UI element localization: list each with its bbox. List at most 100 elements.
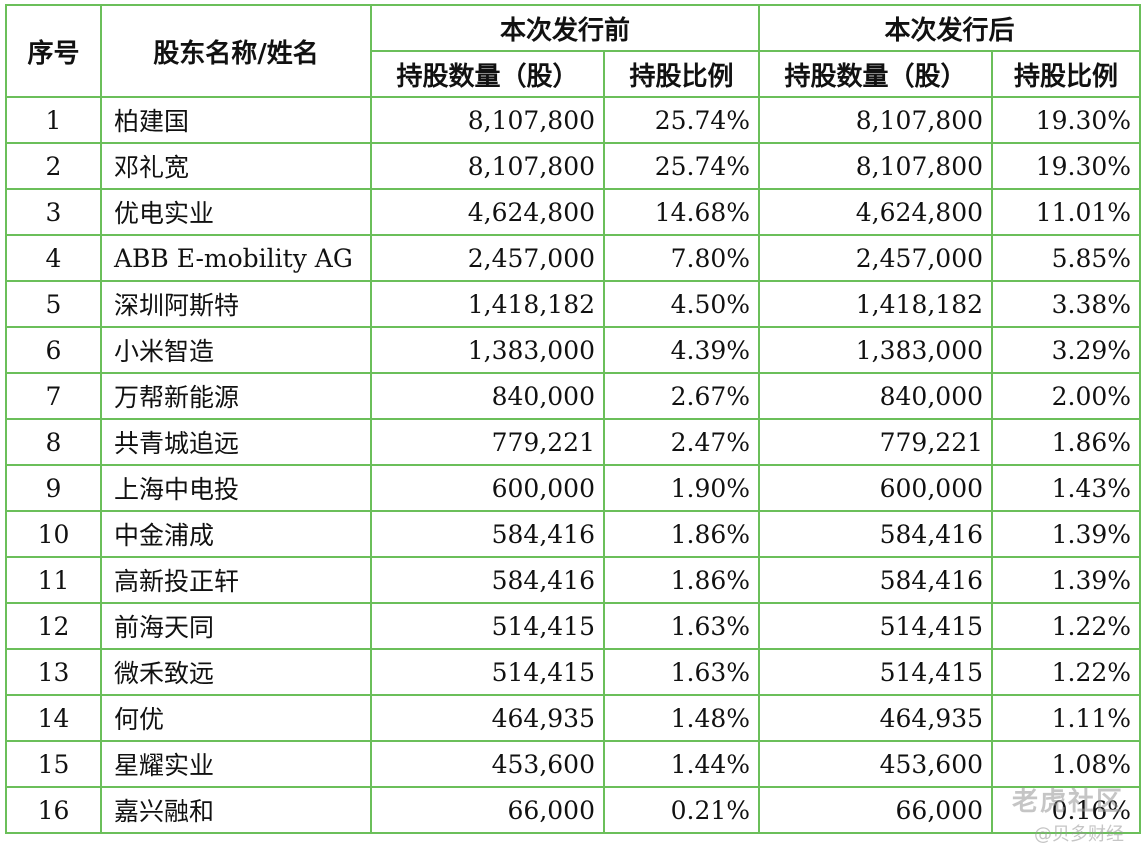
cell-before-shares: 1,383,000 xyxy=(370,326,605,374)
cell-index: 9 xyxy=(5,464,102,512)
table-row: 2 邓礼宽 8,107,800 25.74% 8,107,800 19.30% xyxy=(5,142,1142,190)
cell-before-shares: 1,418,182 xyxy=(370,280,605,328)
table-row: 4 ABB E-mobility AG 2,457,000 7.80% 2,457,00… xyxy=(5,234,1142,282)
table-body: 1 柏建国 8,107,800 25.74% 8,107,800 19.30% 2 邓礼宽 8,… xyxy=(5,96,1142,834)
cell-index: 13 xyxy=(5,648,102,696)
header-after-ratio: 持股比例 xyxy=(991,50,1142,98)
cell-after-ratio: 1.22% xyxy=(991,602,1142,650)
cell-after-ratio: 1.08% xyxy=(991,740,1142,788)
table-row: 8 共青城追远 779,221 2.47% 779,221 1.86% xyxy=(5,418,1142,466)
header-before-shares: 持股数量（股） xyxy=(370,50,605,98)
cell-before-ratio: 14.68% xyxy=(602,188,761,236)
cell-after-ratio: 3.29% xyxy=(991,326,1142,374)
cell-index: 10 xyxy=(5,510,102,558)
cell-after-shares: 514,415 xyxy=(758,602,994,650)
cell-before-shares: 514,415 xyxy=(370,602,605,650)
cell-shareholder-name: 万帮新能源 xyxy=(100,372,372,420)
cell-index: 1 xyxy=(5,96,102,144)
table-row: 15 星耀实业 453,600 1.44% 453,600 1.08% xyxy=(5,740,1142,788)
cell-index: 14 xyxy=(5,694,102,742)
table-row: 9 上海中电投 600,000 1.90% 600,000 1.43% xyxy=(5,464,1142,512)
cell-after-ratio: 1.39% xyxy=(991,556,1142,604)
table-row: 12 前海天同 514,415 1.63% 514,415 1.22% xyxy=(5,602,1142,650)
cell-after-shares: 8,107,800 xyxy=(758,142,994,190)
cell-after-shares: 514,415 xyxy=(758,648,994,696)
table-row: 5 深圳阿斯特 1,418,182 4.50% 1,418,182 3.38% xyxy=(5,280,1142,328)
table-row: 16 嘉兴融和 66,000 0.21% 66,000 0.16% xyxy=(5,786,1142,834)
cell-before-shares: 4,624,800 xyxy=(370,188,605,236)
cell-before-shares: 514,415 xyxy=(370,648,605,696)
cell-shareholder-name: 共青城追远 xyxy=(100,418,372,466)
header-before-issue: 本次发行前 xyxy=(369,4,761,52)
cell-after-ratio: 1.11% xyxy=(991,694,1142,742)
cell-index: 7 xyxy=(5,372,102,420)
cell-before-ratio: 25.74% xyxy=(602,96,761,144)
cell-after-shares: 1,418,182 xyxy=(758,280,994,328)
cell-shareholder-name: 小米智造 xyxy=(100,326,372,374)
cell-before-shares: 453,600 xyxy=(370,740,605,788)
table-row: 14 何优 464,935 1.48% 464,935 1.11% xyxy=(5,694,1142,742)
cell-shareholder-name: 前海天同 xyxy=(100,602,372,650)
cell-index: 5 xyxy=(5,280,102,328)
cell-before-ratio: 1.48% xyxy=(602,694,761,742)
cell-index: 16 xyxy=(5,786,102,834)
cell-shareholder-name: ABB E-mobility AG xyxy=(100,234,372,282)
cell-after-ratio: 19.30% xyxy=(991,96,1142,144)
cell-index: 11 xyxy=(5,556,102,604)
cell-index: 4 xyxy=(5,234,102,282)
cell-after-shares: 584,416 xyxy=(758,556,994,604)
cell-before-ratio: 2.47% xyxy=(602,418,761,466)
cell-before-ratio: 1.63% xyxy=(602,648,761,696)
cell-shareholder-name: 嘉兴融和 xyxy=(100,786,372,834)
cell-after-shares: 600,000 xyxy=(758,464,994,512)
header-row-sub: 持股数量（股） 持股比例 持股数量（股） 持股比例 xyxy=(6,50,1142,98)
cell-before-ratio: 4.50% xyxy=(602,280,761,328)
cell-shareholder-name: 何优 xyxy=(100,694,372,742)
cell-before-shares: 8,107,800 xyxy=(370,96,605,144)
cell-before-ratio: 1.86% xyxy=(602,510,761,558)
cell-before-ratio: 0.21% xyxy=(602,786,761,834)
cell-shareholder-name: 中金浦成 xyxy=(100,510,372,558)
table-row: 1 柏建国 8,107,800 25.74% 8,107,800 19.30% xyxy=(5,96,1142,144)
cell-before-ratio: 1.86% xyxy=(602,556,761,604)
cell-before-shares: 66,000 xyxy=(370,786,605,834)
cell-before-ratio: 25.74% xyxy=(602,142,761,190)
cell-shareholder-name: 柏建国 xyxy=(100,96,372,144)
cell-before-shares: 779,221 xyxy=(370,418,605,466)
cell-after-shares: 2,457,000 xyxy=(758,234,994,282)
cell-after-ratio: 19.30% xyxy=(991,142,1142,190)
cell-before-shares: 2,457,000 xyxy=(370,234,605,282)
cell-after-shares: 66,000 xyxy=(758,786,994,834)
table-row: 11 高新投正轩 584,416 1.86% 584,416 1.39% xyxy=(5,556,1142,604)
cell-before-shares: 464,935 xyxy=(370,694,605,742)
cell-before-ratio: 4.39% xyxy=(602,326,761,374)
cell-before-shares: 840,000 xyxy=(370,372,605,420)
cell-after-ratio: 3.38% xyxy=(991,280,1142,328)
cell-after-shares: 840,000 xyxy=(758,372,994,420)
header-shareholder-name: 股东名称/姓名 xyxy=(100,4,372,98)
shareholding-table: 序号 股东名称/姓名 本次发行前 本次发行后 持股数量（股） 持股比例 持股数量… xyxy=(5,4,1142,834)
cell-after-ratio: 1.39% xyxy=(991,510,1142,558)
table-row: 7 万帮新能源 840,000 2.67% 840,000 2.00% xyxy=(5,372,1142,420)
cell-shareholder-name: 优电实业 xyxy=(100,188,372,236)
cell-shareholder-name: 高新投正轩 xyxy=(100,556,372,604)
table-row: 3 优电实业 4,624,800 14.68% 4,624,800 11.01% xyxy=(5,188,1142,236)
cell-after-ratio: 11.01% xyxy=(991,188,1142,236)
cell-before-ratio: 2.67% xyxy=(602,372,761,420)
cell-index: 2 xyxy=(5,142,102,190)
cell-before-shares: 600,000 xyxy=(370,464,605,512)
cell-after-shares: 464,935 xyxy=(758,694,994,742)
cell-after-ratio: 1.86% xyxy=(991,418,1142,466)
cell-shareholder-name: 上海中电投 xyxy=(100,464,372,512)
cell-before-shares: 584,416 xyxy=(370,556,605,604)
table-row: 10 中金浦成 584,416 1.86% 584,416 1.39% xyxy=(5,510,1142,558)
cell-index: 8 xyxy=(5,418,102,466)
cell-index: 15 xyxy=(5,740,102,788)
cell-after-shares: 4,624,800 xyxy=(758,188,994,236)
cell-index: 12 xyxy=(5,602,102,650)
header-index: 序号 xyxy=(5,4,102,98)
cell-after-shares: 453,600 xyxy=(758,740,994,788)
header-after-shares: 持股数量（股） xyxy=(758,50,994,98)
cell-shareholder-name: 星耀实业 xyxy=(100,740,372,788)
cell-after-shares: 8,107,800 xyxy=(758,96,994,144)
